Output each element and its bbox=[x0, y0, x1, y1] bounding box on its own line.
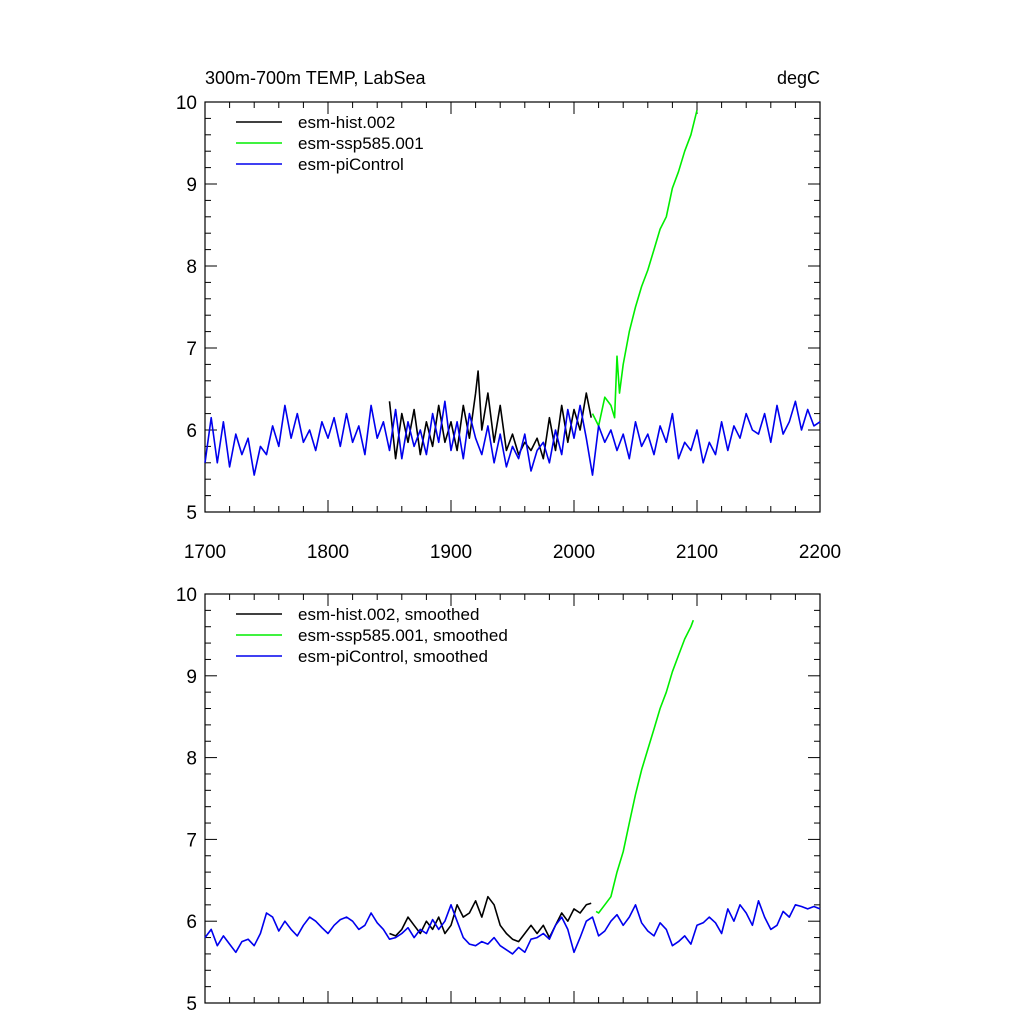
x-tick-label: 2100 bbox=[676, 542, 718, 563]
x-tick-label: 2000 bbox=[553, 542, 595, 563]
bottom-panel: 5 6 7 8 9 10 esm-hist.002, smoothed esm-ssp585.… bbox=[176, 585, 821, 1015]
x-tick-label: 1900 bbox=[430, 542, 472, 563]
legend-label: esm-hist.002, smoothed bbox=[298, 605, 479, 624]
y-axis: 5 6 7 8 9 10 bbox=[176, 585, 820, 1015]
series-line-1 bbox=[595, 619, 695, 914]
x-axis bbox=[204, 594, 821, 1003]
y-tick-label: 10 bbox=[176, 585, 197, 606]
y-axis: 5 6 7 8 9 10 bbox=[176, 93, 820, 524]
y-tick-label: 7 bbox=[186, 339, 197, 360]
y-tick-label: 5 bbox=[186, 503, 197, 524]
legend: esm-hist.002, smoothed esm-ssp585.001, sm… bbox=[236, 605, 508, 666]
legend-label: esm-piControl, smoothed bbox=[298, 647, 488, 666]
y-tick-label: 7 bbox=[186, 830, 197, 851]
x-tick-label: 1800 bbox=[307, 542, 349, 563]
legend: esm-hist.002 esm-ssp585.001 esm-piControl bbox=[236, 113, 424, 174]
y-tick-label: 6 bbox=[186, 421, 197, 442]
y-tick-label: 10 bbox=[176, 93, 197, 114]
legend-label: esm-piControl bbox=[298, 155, 404, 174]
series-line-2 bbox=[204, 400, 821, 476]
y-tick-label: 9 bbox=[186, 175, 197, 196]
x-tick-label: 1700 bbox=[184, 542, 226, 563]
plot-frame bbox=[204, 593, 821, 1004]
y-tick-label: 6 bbox=[186, 912, 197, 933]
chart-title: 300m-700m TEMP, LabSea bbox=[205, 68, 426, 88]
y-tick-label: 8 bbox=[186, 749, 197, 770]
x-tick-label: 2200 bbox=[799, 542, 841, 563]
top-panel: 5 6 7 8 9 10 1700 1800 1900 2000 2100 2200 esm-hist.… bbox=[176, 93, 841, 563]
legend-label: esm-ssp585.001 bbox=[298, 134, 424, 153]
series-line-2 bbox=[204, 899, 821, 955]
units-label: degC bbox=[777, 68, 820, 88]
y-tick-label: 9 bbox=[186, 667, 197, 688]
plot-frame bbox=[204, 101, 821, 513]
series-line-0 bbox=[389, 895, 592, 943]
series-line-0 bbox=[388, 370, 592, 460]
x-axis: 1700 1800 1900 2000 2100 2200 bbox=[184, 102, 841, 563]
y-tick-label: 8 bbox=[186, 257, 197, 278]
legend-label: esm-hist.002 bbox=[298, 113, 395, 132]
series-line-1 bbox=[591, 110, 698, 427]
y-tick-label: 5 bbox=[186, 994, 197, 1015]
legend-label: esm-ssp585.001, smoothed bbox=[298, 626, 508, 645]
